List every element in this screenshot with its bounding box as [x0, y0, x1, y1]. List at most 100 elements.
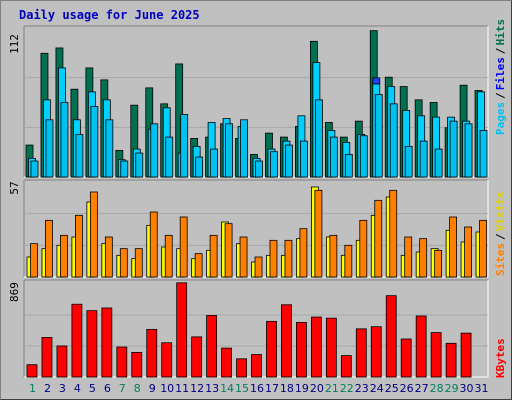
- kbytes-bar-day-24: [370, 326, 382, 378]
- pages-bar-day-11: [180, 114, 189, 178]
- sites-bar-day-4: [75, 214, 83, 278]
- kbytes-bar-day-30: [460, 332, 472, 378]
- pages-bar-day-23: [359, 135, 368, 178]
- day-label-16: 16: [250, 382, 264, 395]
- sites-bar-day-30: [464, 226, 472, 278]
- kbytes-bar-day-17: [266, 320, 277, 378]
- kbytes-bar-day-11: [176, 282, 188, 378]
- day-label-8: 8: [134, 382, 141, 395]
- day-label-30: 30: [460, 382, 474, 395]
- sites-bar-day-27: [419, 238, 428, 278]
- pages-bar-day-8: [135, 152, 144, 178]
- kbytes-bar-day-13: [206, 315, 218, 378]
- pages-bar-day-9: [150, 123, 159, 178]
- kbytes-bar-day-15: [236, 358, 247, 378]
- current-day-marker: [372, 77, 381, 85]
- sites-bar-day-16: [254, 256, 263, 278]
- pages-bar-day-14: [225, 123, 233, 178]
- kbytes-bar-day-12: [191, 336, 203, 378]
- kbytes-bar-day-27: [415, 315, 427, 378]
- day-label-11: 11: [175, 382, 189, 395]
- legend-separator: /: [494, 92, 507, 99]
- pages-bar-day-20: [314, 99, 323, 178]
- day-label-13: 13: [205, 382, 219, 395]
- day-label-6: 6: [104, 382, 111, 395]
- pages-bar-day-31: [479, 130, 488, 178]
- pages-bar-day-1: [30, 160, 39, 178]
- kbytes-bar-day-28: [430, 332, 442, 378]
- chart-title: Daily usage for June 2025: [19, 8, 200, 22]
- kbytes-bar-day-9: [146, 328, 158, 378]
- pages-bar-day-12: [195, 156, 204, 178]
- legend-visits: Visits: [494, 191, 507, 231]
- kbytes-bar-day-18: [281, 304, 292, 378]
- kbytes-bar-day-7: [116, 346, 128, 378]
- kbytes-bar-day-22: [340, 355, 352, 378]
- pages-bar-day-30: [464, 123, 473, 178]
- kbytes-bar-day-25: [385, 295, 397, 378]
- day-label-19: 19: [295, 382, 309, 395]
- pages-bar-day-2: [45, 119, 54, 178]
- kbytes-bar-day-1: [26, 364, 38, 378]
- sites-bar-day-5: [89, 191, 98, 278]
- pages-bar-day-22: [344, 153, 353, 178]
- pages-bar-day-16: [255, 160, 263, 178]
- panel-2-legend: Sites / Visits: [494, 191, 507, 276]
- kbytes-bar-day-8: [131, 351, 143, 378]
- sites-bar-day-12: [194, 253, 203, 278]
- day-label-25: 25: [385, 382, 399, 395]
- panel-3-axis-max-label: 869: [8, 282, 21, 302]
- sites-bar-day-26: [404, 236, 413, 278]
- kbytes-bar-day-19: [296, 322, 307, 378]
- pages-bar-day-3: [60, 102, 69, 178]
- pages-bar-day-19: [300, 140, 308, 178]
- pages-bar-day-15: [240, 119, 248, 178]
- day-label-10: 10: [160, 382, 174, 395]
- day-label-27: 27: [415, 382, 429, 395]
- pages-bar-day-13: [210, 148, 219, 178]
- day-label-23: 23: [355, 382, 369, 395]
- legend-separator: /: [494, 233, 507, 240]
- pages-bar-day-6: [105, 119, 114, 178]
- sites-bar-day-29: [449, 216, 457, 278]
- kbytes-bar-day-20: [310, 316, 322, 378]
- legend-pages: Pages: [494, 102, 507, 135]
- day-label-12: 12: [190, 382, 204, 395]
- sites-bar-day-11: [179, 216, 188, 278]
- pages-bar-day-24: [374, 94, 383, 178]
- day-label-18: 18: [280, 382, 294, 395]
- sites-bar-day-19: [299, 228, 308, 278]
- sites-bar-day-6: [104, 236, 113, 278]
- pages-bar-day-26: [404, 146, 413, 178]
- pages-bar-day-29: [449, 120, 458, 178]
- day-label-15: 15: [235, 382, 249, 395]
- day-label-14: 14: [220, 382, 234, 395]
- kbytes-bar-day-23: [355, 328, 367, 378]
- sites-bar-day-1: [30, 243, 38, 278]
- sites-bar-day-13: [209, 234, 218, 278]
- pages-bar-day-4: [75, 134, 84, 178]
- sites-bar-day-10: [164, 234, 173, 278]
- legend-sites: Sites: [494, 243, 507, 276]
- panel-1-axis-max-label: 112: [8, 34, 21, 54]
- sites-bar-day-2: [45, 219, 53, 278]
- day-label-3: 3: [59, 382, 66, 395]
- sites-bar-day-9: [149, 211, 158, 278]
- panel-3-legend: KBytes: [494, 338, 507, 378]
- kbytes-bar-day-26: [400, 338, 412, 378]
- sites-bar-day-22: [344, 244, 353, 278]
- panel-1-legend: Pages/Files/Hits: [494, 19, 507, 135]
- sites-bar-day-31: [479, 219, 487, 278]
- kbytes-bar-day-5: [86, 310, 98, 378]
- day-label-4: 4: [74, 382, 81, 395]
- kbytes-bar-day-10: [161, 342, 173, 378]
- pages-bar-day-10: [165, 136, 174, 178]
- kbytes-bar-day-21: [325, 317, 337, 378]
- legend-files: Files: [494, 57, 507, 90]
- pages-bar-day-7: [120, 160, 129, 178]
- pages-bar-day-5: [90, 106, 99, 178]
- sites-bar-day-14: [224, 223, 233, 278]
- pages-bar-day-28: [434, 148, 443, 178]
